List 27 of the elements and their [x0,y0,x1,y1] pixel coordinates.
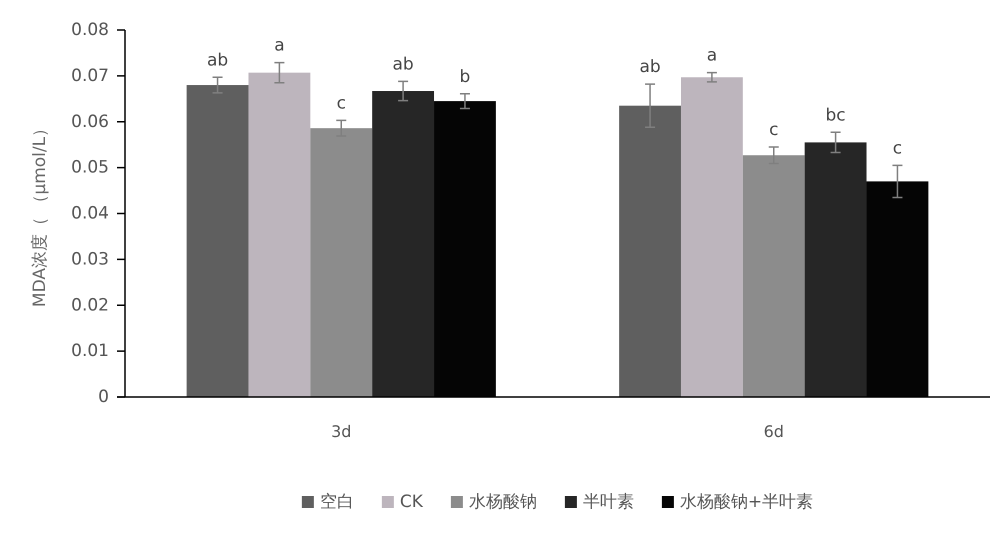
data-label: ab [392,54,414,74]
data-label: a [274,36,285,56]
legend-label: 空白 [320,492,354,512]
y-tick-label: 0.07 [71,66,109,86]
legend-label: CK [400,492,424,512]
y-tick-label: 0.06 [71,112,109,132]
legend-label: 水杨酸钠 [468,492,537,512]
y-axis-title: MDA浓度（ （μmol/L） [30,120,50,308]
data-label: c [769,120,778,140]
y-tick-label: 0.01 [71,341,109,362]
y-tick-label: 0.05 [71,158,109,178]
data-label: ab [639,57,661,78]
y-tick-label: 0.04 [71,204,109,224]
data-label: a [706,46,718,66]
legend-label: 水杨酸钠+半叶素 [680,492,814,512]
data-label: c [336,93,346,114]
x-tick-label: 6d [764,422,784,441]
y-tick-label: 0.03 [71,249,109,270]
data-label: ab [206,50,228,70]
data-label: bc [826,105,846,126]
x-tick-label: 3d [331,422,352,441]
y-tick-label: 0.02 [71,295,109,316]
data-label: c [892,138,902,158]
y-tick-label: 0 [98,387,109,407]
data-label: b [460,66,470,87]
legend-label: 半叶素 [582,492,634,512]
y-tick-label: 0.08 [71,20,109,40]
